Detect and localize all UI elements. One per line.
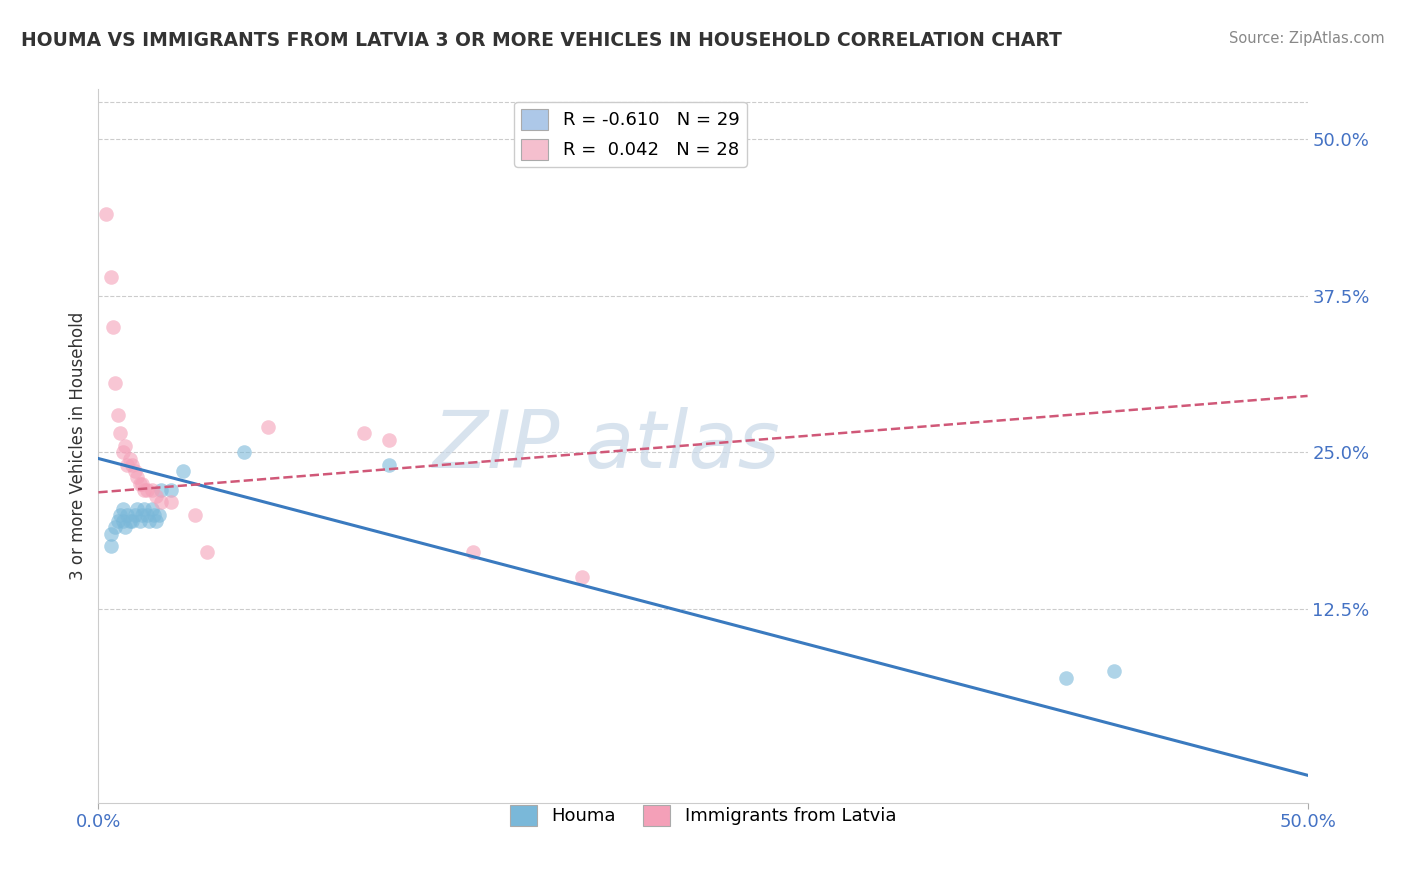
Point [117,508,139,522]
Text: ZIP atlas: ZIP atlas [433,407,780,485]
Point [195,545,218,559]
Point [148,508,170,522]
Point [114,439,136,453]
Point [111,501,134,516]
Point [104,376,127,391]
Point [141,501,163,516]
Point [1102,665,1125,679]
Legend: Houma, Immigrants from Latvia: Houma, Immigrants from Latvia [503,797,903,833]
Y-axis label: 3 or more Vehicles in Household: 3 or more Vehicles in Household [69,312,87,580]
Point [160,495,183,509]
Point [124,464,146,478]
Point [145,514,167,528]
Point [134,501,156,516]
Point [111,445,134,459]
Text: Source: ZipAtlas.com: Source: ZipAtlas.com [1229,31,1385,46]
Point [172,464,194,478]
Point [377,433,399,447]
Point [138,514,160,528]
Point [128,514,150,528]
Point [104,520,127,534]
Point [150,483,173,497]
Point [135,508,157,522]
Point [100,270,122,285]
Point [143,508,166,522]
Point [131,508,153,522]
Point [101,320,124,334]
Point [160,483,183,497]
Point [100,526,122,541]
Point [134,483,156,497]
Point [571,570,593,584]
Point [150,495,173,509]
Point [118,514,141,528]
Point [131,476,153,491]
Point [114,520,136,534]
Point [108,426,131,441]
Point [117,458,139,472]
Point [141,483,163,497]
Point [184,508,207,522]
Point [128,476,150,491]
Point [124,508,146,522]
Point [94,207,117,221]
Text: HOUMA VS IMMIGRANTS FROM LATVIA 3 OR MORE VEHICLES IN HOUSEHOLD CORRELATION CHAR: HOUMA VS IMMIGRANTS FROM LATVIA 3 OR MOR… [21,31,1062,50]
Point [121,514,143,528]
Point [353,426,375,441]
Point [127,501,149,516]
Point [107,514,129,528]
Point [463,545,485,559]
Point [100,539,122,553]
Point [127,470,149,484]
Point [377,458,399,472]
Point [111,514,134,528]
Point [108,508,131,522]
Point [1054,671,1077,685]
Point [118,451,141,466]
Point [107,408,129,422]
Point [135,483,157,497]
Point [121,458,143,472]
Point [256,420,278,434]
Point [232,445,254,459]
Point [145,489,167,503]
